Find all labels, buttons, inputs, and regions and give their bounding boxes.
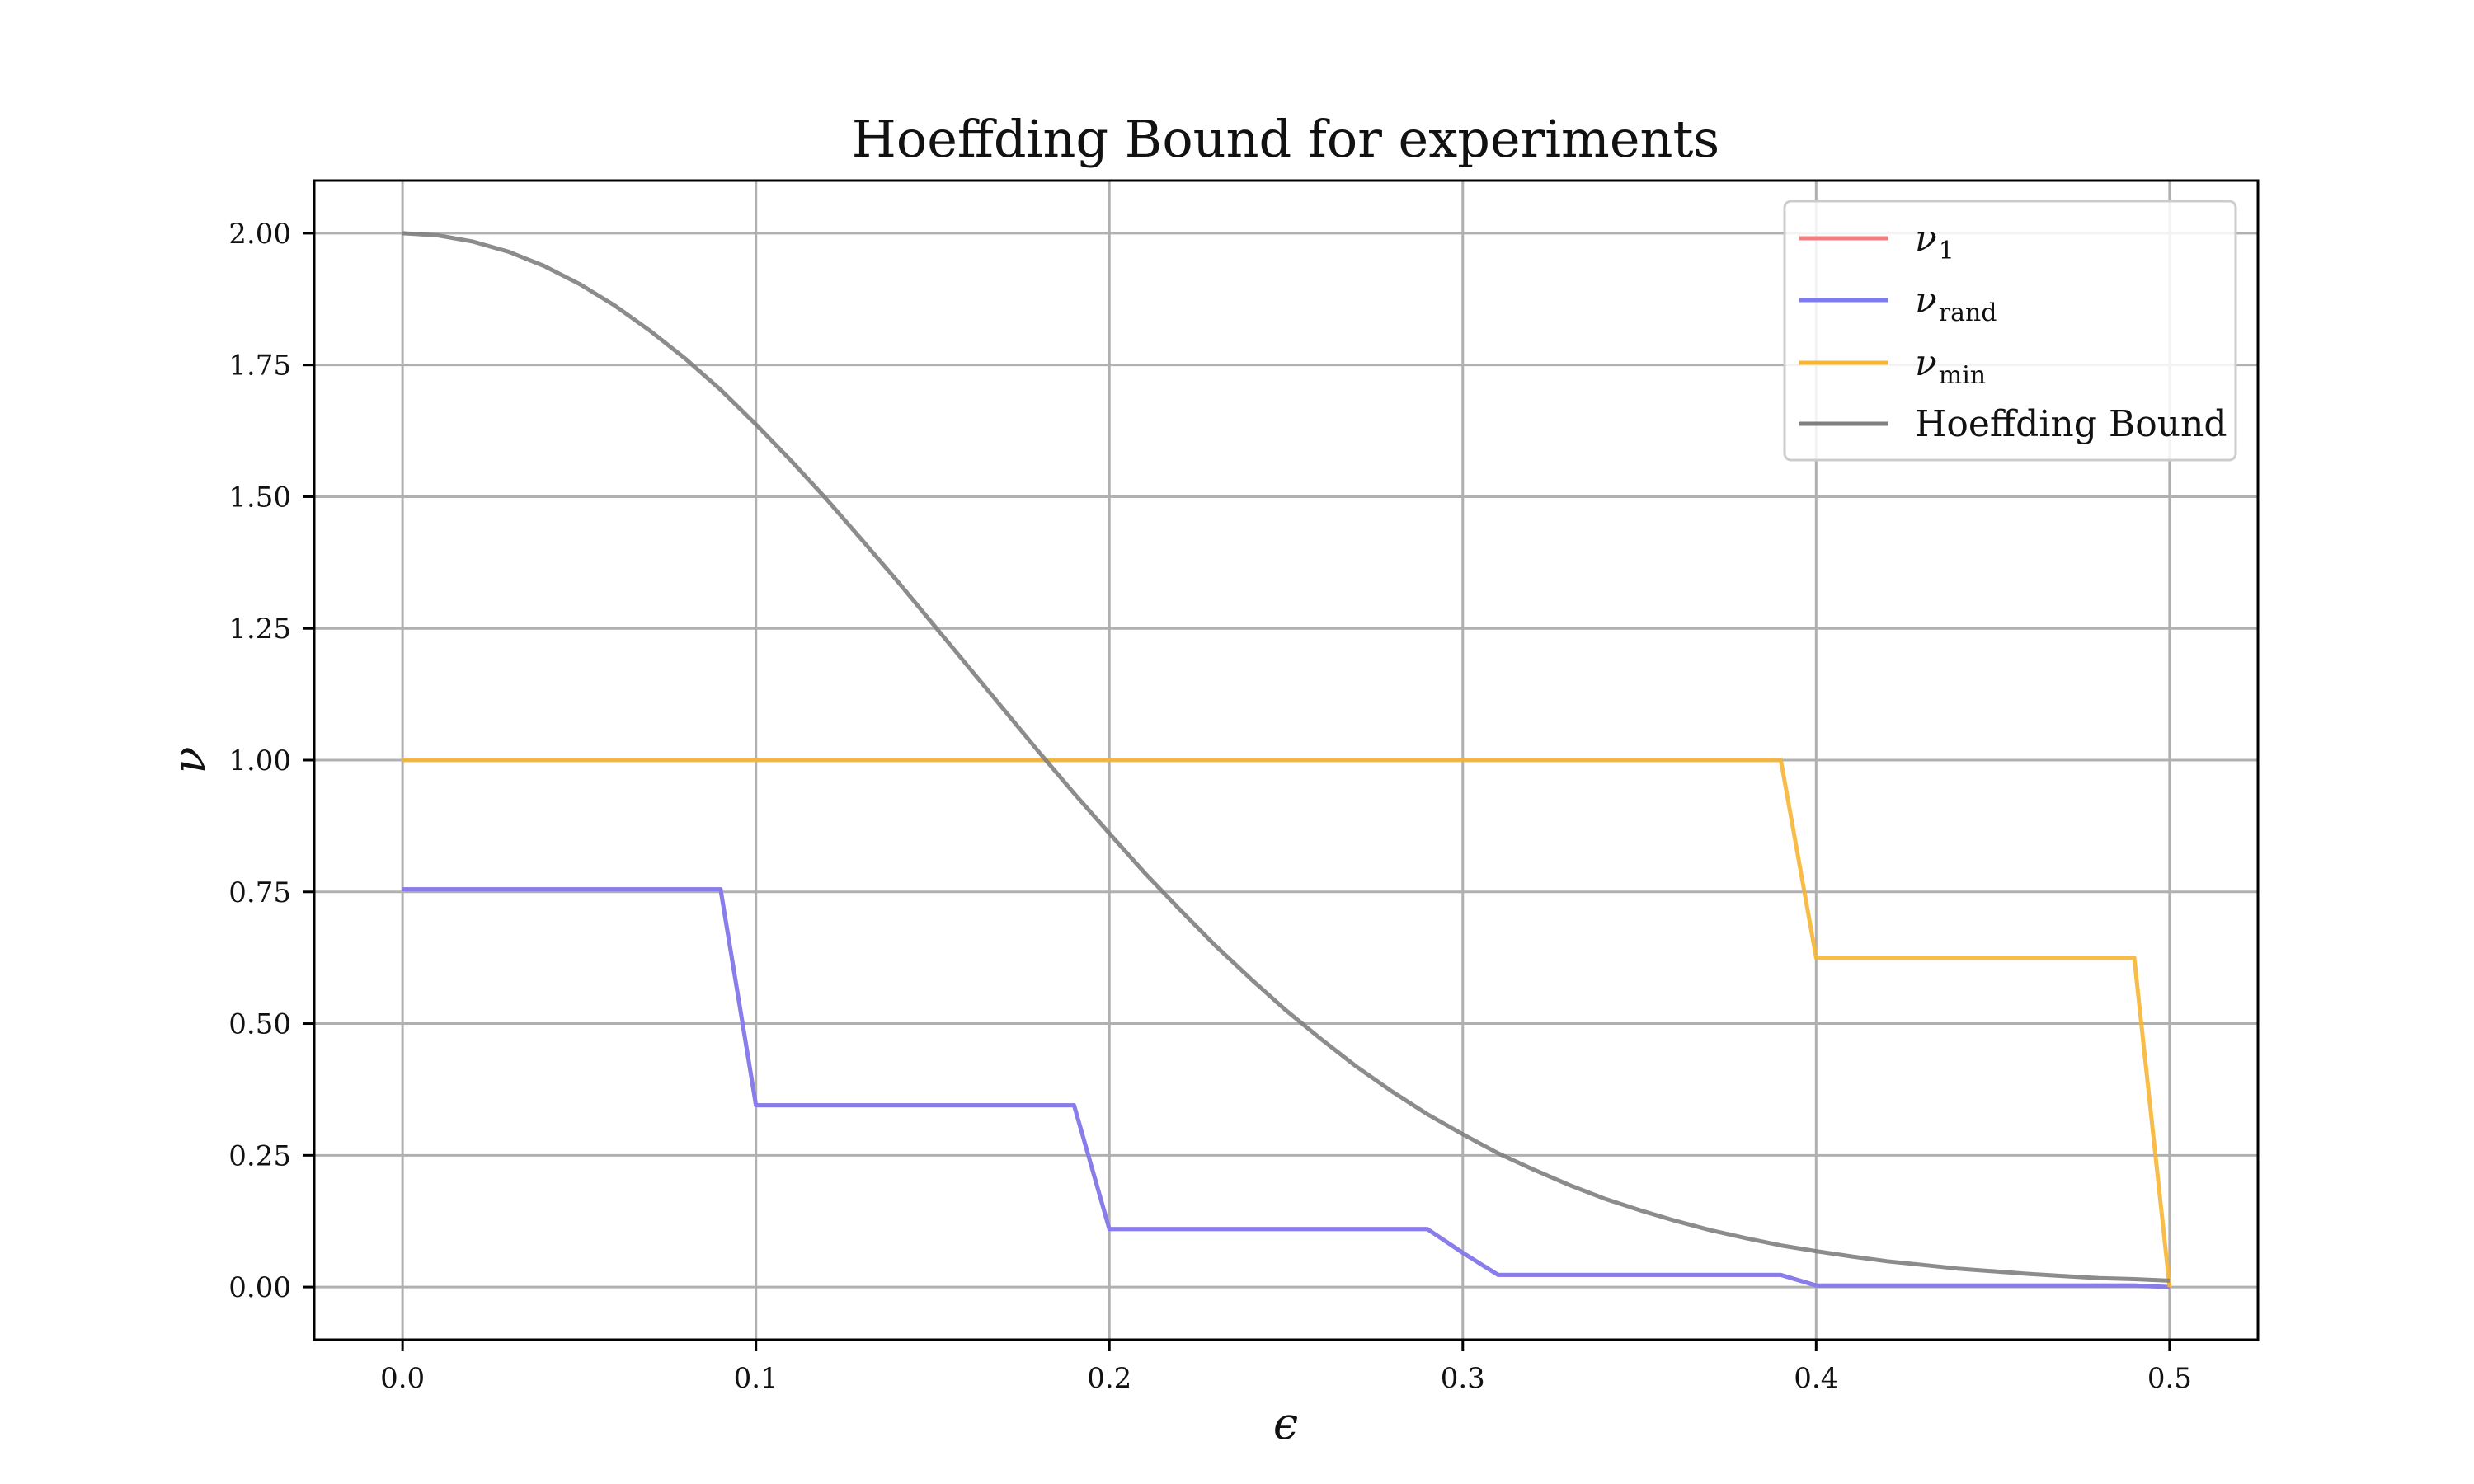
series-line-2 [402,758,2172,1288]
legend-label: νrand [1915,279,1997,327]
legend-box [1783,200,2237,462]
axis-ticks: 0.0 0.1 0.2 0.3 0.4 0.5 0.00 0.25 0.50 0.75 1.00 1.… [228,218,2192,1395]
y-tick-label: 1.50 [228,481,291,514]
series-line-3 [402,231,2171,1283]
y-tick-label: 0.50 [228,1008,291,1041]
y-tick-label: 1.25 [228,613,291,646]
chart-title: Hoeffding Bound for experiments [852,109,1719,169]
series-line-1 [402,887,2171,1289]
x-tick-label: 0.2 [1087,1362,1131,1395]
x-axis-label: ϵ [1273,1397,1298,1449]
legend-label: ν1 [1915,218,1954,265]
x-tick-label: 0.1 [734,1362,778,1395]
y-tick-label: 0.25 [228,1139,291,1172]
plot-lines [402,231,2172,1289]
y-tick-label: 0.00 [228,1271,291,1304]
x-tick-label: 0.0 [380,1362,425,1395]
y-tick-label: 0.75 [228,876,291,909]
y-tick-label: 1.00 [228,744,291,777]
legend-label: νmin [1915,342,1986,390]
legend: ν1 νrand νmin Hoeffding Bound [1783,200,2237,462]
y-axis-label: ν [163,747,215,774]
x-tick-label: 0.3 [1441,1362,1485,1395]
y-tick-label: 1.75 [228,350,291,383]
x-tick-label: 0.4 [1794,1362,1838,1395]
legend-label: Hoeffding Bound [1915,403,2227,445]
y-tick-label: 2.00 [228,218,291,251]
x-tick-label: 0.5 [2147,1362,2192,1395]
